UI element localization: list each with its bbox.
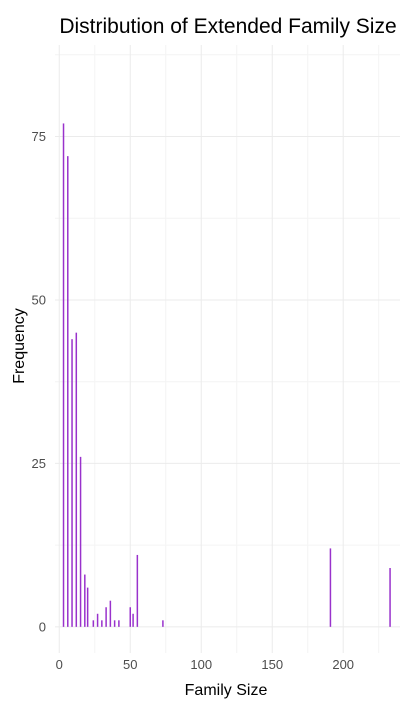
x-tick-label: 50 (123, 657, 137, 672)
histogram-bar (96, 613, 99, 627)
histogram-bar (389, 568, 391, 627)
y-axis-ticks: 0 25 50 75 (32, 129, 46, 634)
plot-grid (55, 45, 400, 653)
histogram-bar (329, 548, 332, 627)
x-axis-label: Family Size (185, 682, 268, 699)
y-tick-label: 0 (39, 619, 46, 634)
histogram-bar (162, 620, 164, 627)
x-axis-ticks: 0 50 100 150 200 (56, 657, 354, 672)
chart-title: Distribution of Extended Family Size (59, 15, 396, 38)
x-tick-label: 200 (332, 657, 354, 672)
histogram-bar (113, 620, 116, 627)
histogram-bars (62, 123, 391, 627)
x-tick-label: 0 (56, 657, 63, 672)
x-tick-label: 150 (261, 657, 283, 672)
histogram-bar (84, 574, 86, 627)
histogram-bar (132, 613, 134, 627)
x-tick-label: 100 (190, 657, 212, 672)
histogram-bar (79, 456, 82, 627)
histogram-bar (67, 156, 69, 627)
histogram-bar (75, 332, 78, 627)
histogram-bar (136, 554, 139, 627)
y-tick-label: 25 (32, 456, 46, 471)
histogram-bar (92, 620, 95, 627)
y-tick-label: 50 (32, 292, 46, 307)
histogram-bar (71, 339, 73, 627)
y-axis-label: Frequency (11, 308, 28, 384)
y-tick-label: 75 (32, 129, 46, 144)
histogram-bar (101, 620, 103, 627)
histogram-bar (129, 607, 131, 627)
histogram-bar (109, 600, 112, 627)
histogram-bar (62, 123, 65, 627)
histogram-bar (105, 607, 107, 627)
histogram-bar (118, 620, 120, 627)
histogram-bar (86, 587, 89, 627)
